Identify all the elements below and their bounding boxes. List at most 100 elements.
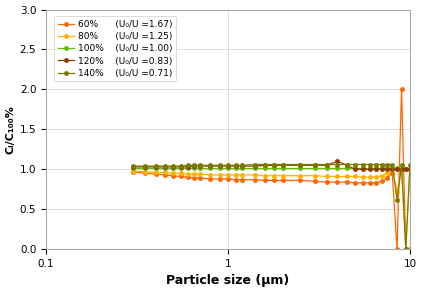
100%    (U₀/U =1.00) bbox=[280, 167, 285, 170]
Line: 140%    (U₀/U =0.71): 140% (U₀/U =0.71) bbox=[131, 163, 411, 251]
140%    (U₀/U =0.71) bbox=[162, 164, 168, 168]
120%    (U₀/U =0.83) bbox=[344, 163, 349, 167]
Line: 60%      (U₀/U =1.67): 60% (U₀/U =1.67) bbox=[131, 88, 411, 251]
100%    (U₀/U =1.00) bbox=[335, 167, 340, 170]
80%      (U₀/U =1.25) bbox=[208, 173, 213, 177]
60%      (U₀/U =1.67) bbox=[153, 172, 158, 176]
80%      (U₀/U =1.25) bbox=[143, 170, 148, 173]
60%      (U₀/U =1.67) bbox=[353, 181, 358, 185]
60%      (U₀/U =1.67) bbox=[399, 88, 404, 91]
60%      (U₀/U =1.67) bbox=[143, 171, 148, 175]
100%    (U₀/U =1.00) bbox=[360, 167, 365, 170]
100%    (U₀/U =1.00) bbox=[208, 167, 213, 170]
60%      (U₀/U =1.67) bbox=[335, 180, 340, 184]
140%    (U₀/U =0.71) bbox=[272, 163, 277, 166]
80%      (U₀/U =1.25) bbox=[312, 174, 317, 178]
80%      (U₀/U =1.25) bbox=[395, 190, 400, 193]
140%    (U₀/U =0.71) bbox=[384, 163, 390, 166]
100%    (U₀/U =1.00) bbox=[178, 167, 183, 170]
60%      (U₀/U =1.67) bbox=[407, 247, 412, 251]
100%    (U₀/U =1.00) bbox=[233, 167, 238, 170]
Y-axis label: Cᵢ/C₁₀₀%: Cᵢ/C₁₀₀% bbox=[5, 105, 16, 154]
140%    (U₀/U =0.71) bbox=[153, 164, 158, 168]
100%    (U₀/U =1.00) bbox=[272, 167, 277, 170]
120%    (U₀/U =0.83) bbox=[272, 163, 277, 167]
80%      (U₀/U =1.25) bbox=[225, 173, 230, 177]
80%      (U₀/U =1.25) bbox=[344, 175, 349, 178]
140%    (U₀/U =0.71) bbox=[399, 163, 404, 167]
100%    (U₀/U =1.00) bbox=[225, 167, 230, 170]
100%    (U₀/U =1.00) bbox=[217, 167, 222, 170]
120%    (U₀/U =0.83) bbox=[367, 168, 372, 171]
60%      (U₀/U =1.67) bbox=[344, 180, 349, 184]
120%    (U₀/U =0.83) bbox=[262, 163, 268, 167]
100%    (U₀/U =1.00) bbox=[384, 167, 390, 170]
100%    (U₀/U =1.00) bbox=[153, 167, 158, 170]
100%    (U₀/U =1.00) bbox=[240, 167, 245, 170]
60%      (U₀/U =1.67) bbox=[185, 176, 190, 179]
120%    (U₀/U =0.83) bbox=[225, 164, 230, 168]
60%      (U₀/U =1.67) bbox=[197, 176, 202, 180]
80%      (U₀/U =1.25) bbox=[217, 173, 222, 177]
80%      (U₀/U =1.25) bbox=[325, 175, 330, 178]
80%      (U₀/U =1.25) bbox=[298, 174, 303, 178]
80%      (U₀/U =1.25) bbox=[130, 169, 135, 173]
120%    (U₀/U =0.83) bbox=[170, 165, 176, 169]
80%      (U₀/U =1.25) bbox=[240, 173, 245, 177]
120%    (U₀/U =0.83) bbox=[233, 164, 238, 168]
120%    (U₀/U =0.83) bbox=[399, 168, 404, 171]
140%    (U₀/U =0.71) bbox=[143, 164, 148, 168]
140%    (U₀/U =0.71) bbox=[178, 164, 183, 168]
100%    (U₀/U =1.00) bbox=[170, 167, 176, 170]
120%    (U₀/U =0.83) bbox=[143, 165, 148, 169]
60%      (U₀/U =1.67) bbox=[384, 176, 390, 180]
80%      (U₀/U =1.25) bbox=[373, 176, 379, 179]
100%    (U₀/U =1.00) bbox=[312, 167, 317, 170]
60%      (U₀/U =1.67) bbox=[298, 179, 303, 182]
80%      (U₀/U =1.25) bbox=[367, 176, 372, 179]
140%    (U₀/U =0.71) bbox=[353, 163, 358, 166]
80%      (U₀/U =1.25) bbox=[335, 175, 340, 178]
120%    (U₀/U =0.83) bbox=[208, 164, 213, 168]
140%    (U₀/U =0.71) bbox=[233, 163, 238, 167]
120%    (U₀/U =0.83) bbox=[390, 168, 395, 171]
60%      (U₀/U =1.67) bbox=[225, 177, 230, 181]
60%      (U₀/U =1.67) bbox=[272, 179, 277, 182]
100%    (U₀/U =1.00) bbox=[192, 167, 197, 170]
140%    (U₀/U =0.71) bbox=[280, 163, 285, 166]
120%    (U₀/U =0.83) bbox=[379, 168, 384, 171]
100%    (U₀/U =1.00) bbox=[162, 167, 168, 170]
60%      (U₀/U =1.67) bbox=[395, 247, 400, 251]
60%      (U₀/U =1.67) bbox=[252, 178, 257, 181]
100%    (U₀/U =1.00) bbox=[403, 168, 408, 171]
60%      (U₀/U =1.67) bbox=[379, 180, 384, 183]
80%      (U₀/U =1.25) bbox=[178, 171, 183, 175]
100%    (U₀/U =1.00) bbox=[373, 167, 379, 170]
60%      (U₀/U =1.67) bbox=[192, 176, 197, 180]
80%      (U₀/U =1.25) bbox=[262, 174, 268, 178]
120%    (U₀/U =0.83) bbox=[280, 163, 285, 167]
120%    (U₀/U =0.83) bbox=[335, 160, 340, 163]
60%      (U₀/U =1.67) bbox=[233, 178, 238, 181]
80%      (U₀/U =1.25) bbox=[360, 176, 365, 179]
Legend: 60%      (U₀/U =1.67), 80%      (U₀/U =1.25), 100%    (U₀/U =1.00), 120%    (U₀/: 60% (U₀/U =1.67), 80% (U₀/U =1.25), 100%… bbox=[54, 16, 176, 81]
100%    (U₀/U =1.00) bbox=[390, 167, 395, 170]
60%      (U₀/U =1.67) bbox=[170, 174, 176, 178]
140%    (U₀/U =0.71) bbox=[390, 163, 395, 166]
80%      (U₀/U =1.25) bbox=[379, 174, 384, 178]
120%    (U₀/U =0.83) bbox=[384, 168, 390, 171]
120%    (U₀/U =0.83) bbox=[360, 168, 365, 171]
60%      (U₀/U =1.67) bbox=[280, 179, 285, 182]
140%    (U₀/U =0.71) bbox=[407, 163, 412, 167]
140%    (U₀/U =0.71) bbox=[335, 163, 340, 166]
120%    (U₀/U =0.83) bbox=[373, 168, 379, 171]
140%    (U₀/U =0.71) bbox=[360, 163, 365, 166]
60%      (U₀/U =1.67) bbox=[178, 175, 183, 178]
60%      (U₀/U =1.67) bbox=[312, 180, 317, 183]
120%    (U₀/U =0.83) bbox=[325, 163, 330, 167]
80%      (U₀/U =1.25) bbox=[162, 171, 168, 174]
60%      (U₀/U =1.67) bbox=[262, 179, 268, 182]
80%      (U₀/U =1.25) bbox=[233, 173, 238, 177]
80%      (U₀/U =1.25) bbox=[197, 172, 202, 176]
140%    (U₀/U =0.71) bbox=[312, 163, 317, 166]
